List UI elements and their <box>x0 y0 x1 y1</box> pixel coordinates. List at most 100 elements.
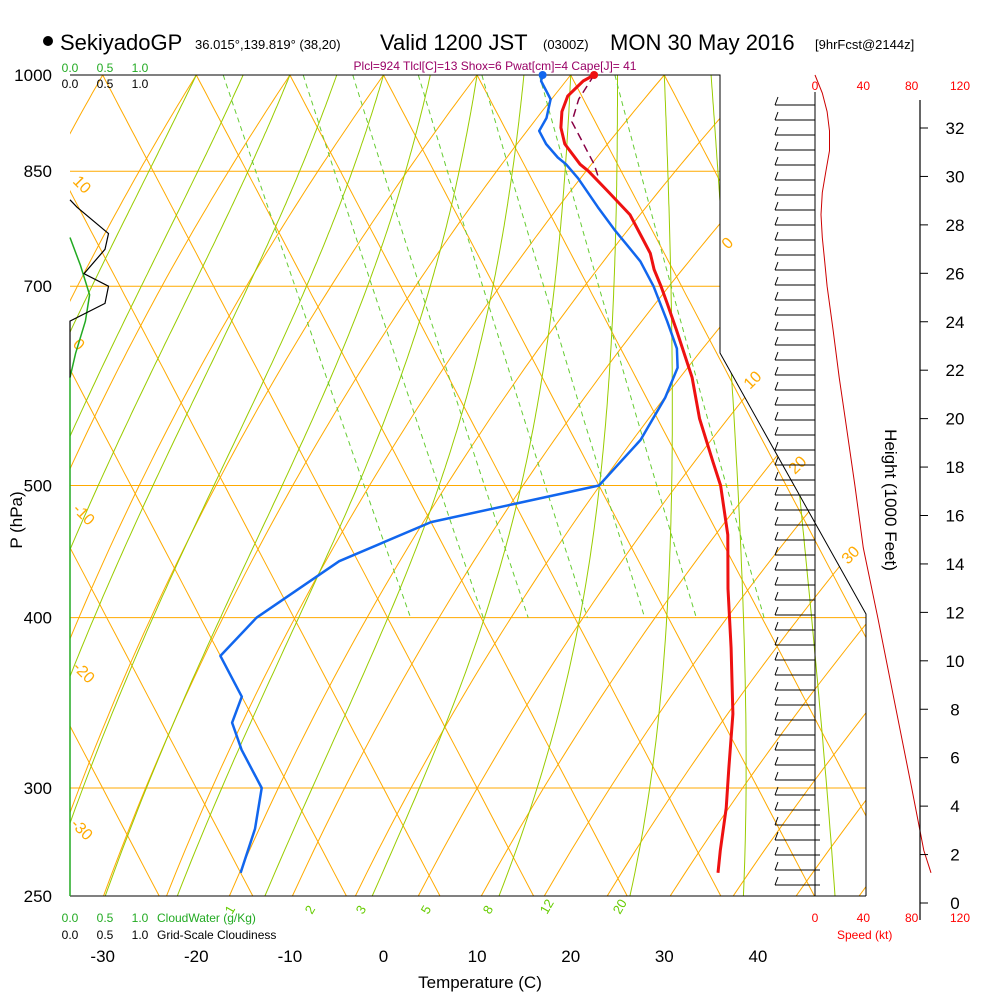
axes: -30 -20 -10 0 10 20 30 402503004005007008501000… <box>14 61 970 966</box>
cloudiness-tick-top: 1.0 <box>132 77 149 91</box>
wind-barb-flag <box>774 666 779 676</box>
wind-barbs <box>774 96 820 886</box>
wind-barb-flag <box>774 291 779 301</box>
wind-barb-flag <box>774 591 779 601</box>
dry-adiabat-line <box>354 75 866 896</box>
wind-barb-flag <box>774 846 779 856</box>
cloudiness-title: Grid-Scale Cloudiness <box>157 928 276 942</box>
wind-barb-flag <box>774 816 779 826</box>
x-tick-label: -10 <box>278 947 303 966</box>
pressure-tick-label: 500 <box>24 477 52 496</box>
utc-time: (0300Z) <box>543 37 589 52</box>
height-tick-label: 24 <box>946 313 965 332</box>
station-coords: 36.015°,139.819° (38,20) <box>195 37 341 52</box>
isotherm-line <box>70 75 254 896</box>
wind-barb-flag <box>774 471 779 481</box>
dry-adiabat-line <box>70 75 197 896</box>
height-tick-label: 30 <box>946 167 965 186</box>
wind-barb-flag <box>774 741 779 751</box>
height-axis-title: Height (1000 Feet) <box>881 429 900 571</box>
wind-barb-flag <box>774 306 779 316</box>
isotherm-line <box>476 75 866 896</box>
wind-barb-flag <box>774 336 779 346</box>
wind-barb-flag <box>774 171 779 181</box>
wind-barb-flag <box>774 486 779 496</box>
wind-barb-flag <box>774 861 779 871</box>
parcel-line <box>571 74 600 179</box>
wind-speed-tick-bottom: 120 <box>950 911 970 925</box>
wind-speed-tick-top: 80 <box>905 79 919 93</box>
moist-adiabat-line <box>70 75 291 896</box>
wind-speed-tick-bottom: 40 <box>857 911 871 925</box>
height-tick-label: 32 <box>946 119 965 138</box>
cloud-water-title: CloudWater (g/Kg) <box>157 911 256 925</box>
dry-adiabat-line <box>669 75 866 896</box>
height-tick-label: 20 <box>946 410 965 429</box>
isotherm-line <box>570 75 866 896</box>
stability-indices: Plcl=924 Tlcl[C]=13 Shox=6 Pwat[cm]=4 Ca… <box>354 59 637 73</box>
wind-barb-flag <box>774 621 779 631</box>
mixing-ratio-label: 12 <box>537 896 557 916</box>
wind-barb-flag <box>774 141 779 151</box>
x-tick-label: 10 <box>468 947 487 966</box>
x-tick-label: 30 <box>655 947 674 966</box>
temperature-line <box>559 73 735 873</box>
cloud-water-tick-top: 0.0 <box>62 61 79 75</box>
forecast-info: [9hrFcst@2144z] <box>815 37 914 52</box>
wind-barb-flag <box>774 696 779 706</box>
profiles <box>69 71 932 896</box>
cloud-water-tick-bottom: 1.0 <box>132 911 149 925</box>
wind-barb-flag <box>774 831 779 841</box>
wind-barb-flag <box>774 786 779 796</box>
height-tick-label: 26 <box>946 264 965 283</box>
wind-barb-flag <box>774 501 779 511</box>
plot-border <box>70 74 867 896</box>
moist-adiabat-line <box>70 75 384 896</box>
mixing-ratio-line <box>352 75 529 618</box>
wind-barb-flag <box>774 516 779 526</box>
wind-barb-flag <box>774 651 779 661</box>
cloudiness-tick-bottom: 0.0 <box>62 928 79 942</box>
isotherm-line <box>70 75 441 896</box>
dewpoint-line <box>219 74 679 874</box>
moist-adiabat-line <box>70 75 244 896</box>
wind-barb-flag <box>774 561 779 571</box>
wind-barb-flag <box>774 321 779 331</box>
wind-barb-flag <box>774 711 779 721</box>
wind-barb-flag <box>774 426 779 436</box>
pressure-tick-label: 700 <box>24 277 52 296</box>
cloud-water-tick-top: 1.0 <box>132 61 149 75</box>
mixing-ratio-line <box>481 75 646 618</box>
wind-barb-flag <box>774 111 779 121</box>
wind-barb-flag <box>774 801 779 811</box>
cloud-water-tick-bottom: 0.5 <box>97 911 114 925</box>
wind-barb-flag <box>774 156 779 166</box>
pressure-tick-label: 250 <box>24 887 52 906</box>
wind-barb-flag <box>774 96 779 106</box>
surface-dewpoint-point <box>538 71 547 79</box>
wind-barb-flag <box>774 606 779 616</box>
wind-barb-flag <box>774 231 779 241</box>
height-tick-label: 8 <box>950 700 959 719</box>
isotherm-line <box>289 75 722 896</box>
wind-barb-flag <box>774 246 779 256</box>
valid-time: Valid 1200 JST <box>380 30 528 55</box>
mixing-ratio-line <box>222 75 412 618</box>
height-tick-label: 10 <box>946 652 965 671</box>
height-tick-label: 0 <box>950 894 959 913</box>
mixing-ratio-label: 20 <box>610 896 630 916</box>
x-tick-label: 0 <box>379 947 388 966</box>
wind-barb-flag <box>774 186 779 196</box>
wind-barb-flag <box>774 576 779 586</box>
wind-barb-flag <box>774 441 779 451</box>
dry-adiabat-line <box>70 75 478 896</box>
wind-barb-flag <box>774 201 779 211</box>
mixing-ratio-line <box>302 75 484 618</box>
x-tick-label: 40 <box>748 947 767 966</box>
cloud-water-tick-top: 0.5 <box>97 61 114 75</box>
height-tick-label: 12 <box>946 603 965 622</box>
wind-barb-flag <box>774 396 779 406</box>
moist-adiabat-line <box>498 75 618 896</box>
wind-speed-tick-top: 0 <box>812 79 819 93</box>
